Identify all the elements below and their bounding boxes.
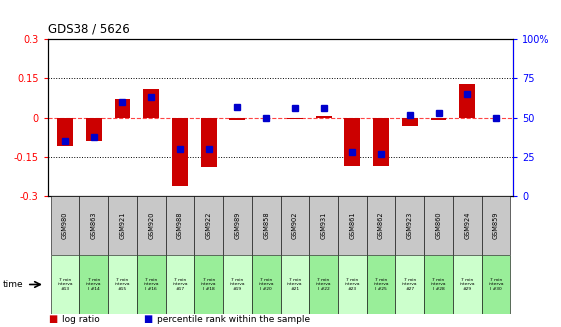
Bar xyxy=(194,196,223,255)
Text: ■: ■ xyxy=(143,314,152,324)
Text: 7 min
interva
l #16: 7 min interva l #16 xyxy=(144,278,159,291)
Text: 7 min
interva
l #18: 7 min interva l #18 xyxy=(201,278,217,291)
Text: GSM988: GSM988 xyxy=(177,212,183,239)
Text: percentile rank within the sample: percentile rank within the sample xyxy=(157,315,310,324)
Text: GSM924: GSM924 xyxy=(465,212,470,239)
Bar xyxy=(223,255,252,314)
Bar xyxy=(172,118,188,186)
Text: GSM923: GSM923 xyxy=(407,212,413,239)
Bar xyxy=(114,99,130,118)
Bar xyxy=(252,196,280,255)
Bar xyxy=(165,255,194,314)
Text: GSM921: GSM921 xyxy=(119,212,126,239)
Text: 7 min
interva
l #22: 7 min interva l #22 xyxy=(316,278,332,291)
Text: GSM860: GSM860 xyxy=(435,212,442,239)
Bar xyxy=(431,118,447,120)
Bar xyxy=(108,196,137,255)
Bar xyxy=(229,118,245,120)
Text: GSM861: GSM861 xyxy=(350,212,355,239)
Text: GDS38 / 5626: GDS38 / 5626 xyxy=(48,23,130,36)
Bar xyxy=(482,196,511,255)
Text: GSM859: GSM859 xyxy=(493,212,499,239)
Bar xyxy=(79,196,108,255)
Bar xyxy=(309,255,338,314)
Bar xyxy=(137,255,165,314)
Bar xyxy=(316,116,332,118)
Text: 7 min
interva
l #28: 7 min interva l #28 xyxy=(431,278,447,291)
Text: 7 min
interva
l #30: 7 min interva l #30 xyxy=(488,278,504,291)
Bar xyxy=(57,118,73,146)
Bar xyxy=(373,118,389,166)
Text: GSM862: GSM862 xyxy=(378,212,384,239)
Text: 7 min
interva
l #25: 7 min interva l #25 xyxy=(374,278,389,291)
Text: GSM922: GSM922 xyxy=(206,212,211,239)
Text: GSM902: GSM902 xyxy=(292,212,298,239)
Text: 7 min
interva
#13: 7 min interva #13 xyxy=(57,278,73,291)
Bar xyxy=(482,255,511,314)
Text: GSM863: GSM863 xyxy=(91,212,96,239)
Text: 7 min
interva
l #20: 7 min interva l #20 xyxy=(259,278,274,291)
Text: ■: ■ xyxy=(48,314,57,324)
Bar xyxy=(137,196,165,255)
Bar xyxy=(165,196,194,255)
Bar xyxy=(143,89,159,118)
Text: time: time xyxy=(3,280,24,289)
Bar xyxy=(402,118,418,126)
Text: 7 min
interva
#21: 7 min interva #21 xyxy=(287,278,302,291)
Bar xyxy=(424,255,453,314)
Text: 7 min
interva
#19: 7 min interva #19 xyxy=(229,278,245,291)
Bar xyxy=(50,255,79,314)
Bar xyxy=(287,118,303,119)
Text: GSM989: GSM989 xyxy=(234,212,240,239)
Text: log ratio: log ratio xyxy=(62,315,99,324)
Text: 7 min
interva
#17: 7 min interva #17 xyxy=(172,278,187,291)
Bar xyxy=(280,196,309,255)
Bar xyxy=(338,196,367,255)
Text: GSM858: GSM858 xyxy=(263,212,269,239)
Bar xyxy=(252,255,280,314)
Text: GSM931: GSM931 xyxy=(321,212,327,239)
Text: 7 min
interva
#23: 7 min interva #23 xyxy=(344,278,360,291)
Text: 7 min
interva
#29: 7 min interva #29 xyxy=(459,278,475,291)
Bar xyxy=(280,255,309,314)
Bar xyxy=(367,255,396,314)
Text: 7 min
interva
#27: 7 min interva #27 xyxy=(402,278,417,291)
Bar xyxy=(86,118,102,141)
Bar xyxy=(453,255,482,314)
Bar xyxy=(396,196,424,255)
Bar xyxy=(344,118,360,166)
Text: 7 min
interva
l #14: 7 min interva l #14 xyxy=(86,278,102,291)
Bar xyxy=(338,255,367,314)
Bar xyxy=(201,118,217,167)
Bar xyxy=(453,196,482,255)
Text: GSM980: GSM980 xyxy=(62,212,68,239)
Bar xyxy=(459,84,475,118)
Text: 7 min
interva
#15: 7 min interva #15 xyxy=(114,278,130,291)
Bar xyxy=(309,196,338,255)
Bar xyxy=(396,255,424,314)
Bar xyxy=(194,255,223,314)
Bar xyxy=(108,255,137,314)
Bar xyxy=(50,196,79,255)
Bar xyxy=(367,196,396,255)
Bar xyxy=(424,196,453,255)
Bar xyxy=(79,255,108,314)
Text: GSM920: GSM920 xyxy=(148,212,154,239)
Bar xyxy=(223,196,252,255)
